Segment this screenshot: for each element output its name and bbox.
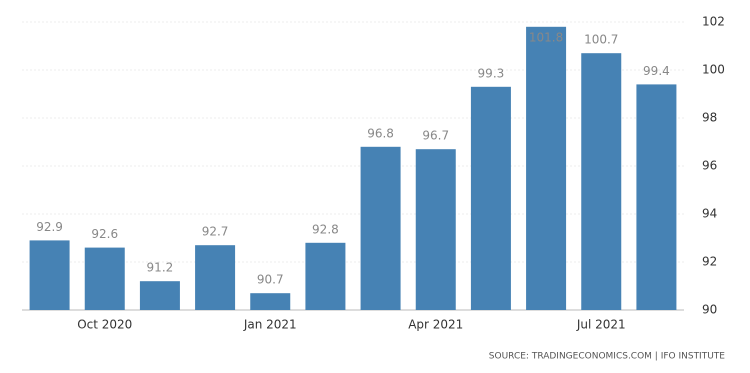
y-tick-label: 98 bbox=[702, 111, 717, 125]
bar bbox=[305, 242, 346, 310]
y-tick-label: 90 bbox=[702, 303, 717, 317]
bar bbox=[581, 53, 622, 310]
value-label: 92.8 bbox=[312, 222, 339, 236]
bar bbox=[360, 146, 401, 310]
source: SOURCE: TRADINGECONOMICS.COM | IFO INSTI… bbox=[489, 352, 726, 362]
value-label: 90.7 bbox=[257, 273, 284, 287]
value-label: 99.4 bbox=[643, 64, 670, 78]
y-tick-label: 92 bbox=[702, 255, 717, 269]
x-tick-label: Oct 2020 bbox=[77, 318, 132, 332]
bar bbox=[250, 293, 291, 310]
bar bbox=[139, 281, 180, 310]
bar bbox=[636, 84, 677, 311]
y-tick-label: 100 bbox=[702, 63, 725, 77]
value-label: 91.2 bbox=[147, 261, 174, 275]
value-label: 92.9 bbox=[36, 220, 63, 234]
x-tick-label: Jul 2021 bbox=[576, 318, 626, 332]
value-label: 92.6 bbox=[91, 227, 118, 241]
x-tick-label: Apr 2021 bbox=[408, 318, 463, 332]
value-label: 96.7 bbox=[422, 129, 449, 143]
bar bbox=[84, 247, 125, 310]
value-label: 96.8 bbox=[367, 126, 394, 140]
value-label: 100.7 bbox=[584, 33, 618, 47]
value-label: 92.7 bbox=[202, 225, 229, 239]
bar bbox=[195, 245, 236, 310]
bar bbox=[415, 149, 456, 310]
value-label: 101.8 bbox=[529, 31, 563, 45]
bar bbox=[526, 26, 567, 311]
y-tick-label: 102 bbox=[702, 15, 725, 29]
bar bbox=[29, 240, 70, 310]
y-tick-label: 96 bbox=[702, 159, 717, 173]
value-label: 99.3 bbox=[478, 66, 505, 80]
y-tick-label: 94 bbox=[702, 207, 717, 221]
bar bbox=[470, 86, 511, 310]
x-tick-label: Jan 2021 bbox=[243, 318, 297, 332]
